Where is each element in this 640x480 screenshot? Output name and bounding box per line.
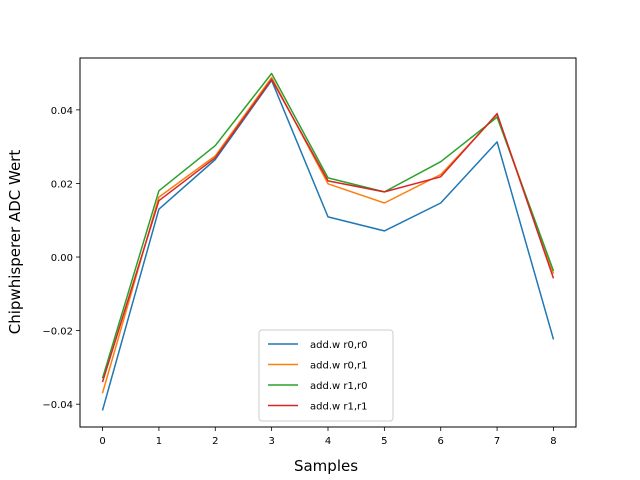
x-axis-label: Samples <box>294 457 358 475</box>
legend-label-2: add.w r1,r0 <box>310 381 368 392</box>
y-axis-label: Chipwhisperer ADC Wert <box>6 150 24 335</box>
x-tick-label: 1 <box>156 436 162 447</box>
series-line-2 <box>101 72 555 379</box>
y-tick-label: −0.04 <box>42 400 73 411</box>
x-tick-label: 6 <box>438 436 444 447</box>
legend-label-3: add.w r1,r1 <box>310 402 368 413</box>
x-tick-label: 2 <box>212 436 218 447</box>
y-axis-ticks: −0.04 −0.02 0.00 0.02 0.04 <box>42 106 80 411</box>
series-line-3 <box>101 78 555 383</box>
x-tick-label: 7 <box>494 436 500 447</box>
legend: add.w r0,r0 add.w r0,r1 add.w r1,r0 add.w r… <box>258 329 394 422</box>
x-tick-label: 3 <box>268 436 274 447</box>
x-axis-ticks: 0 1 2 3 4 5 6 7 8 <box>99 427 557 447</box>
plot-lines <box>101 72 555 411</box>
legend-label-0: add.w r0,r0 <box>310 340 368 351</box>
y-tick-label: 0.00 <box>51 253 73 264</box>
x-tick-label: 4 <box>325 436 331 447</box>
x-tick-label: 0 <box>99 436 105 447</box>
y-tick-label: −0.02 <box>42 327 73 338</box>
x-tick-label: 5 <box>381 436 387 447</box>
x-tick-label: 8 <box>550 436 556 447</box>
series-line-0 <box>101 79 555 411</box>
y-tick-label: 0.04 <box>51 106 73 117</box>
legend-label-1: add.w r0,r1 <box>310 361 368 372</box>
y-tick-label: 0.02 <box>51 179 73 190</box>
legend-box <box>258 329 394 422</box>
